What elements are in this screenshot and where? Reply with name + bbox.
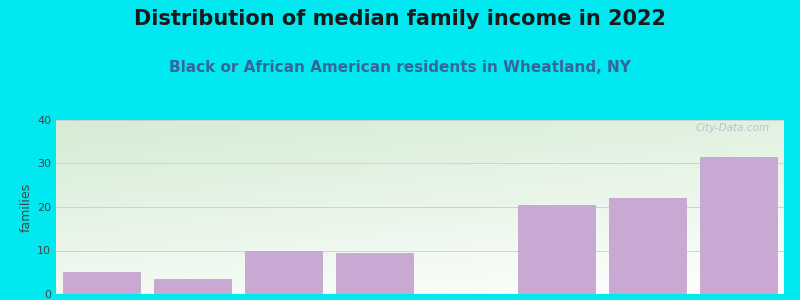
Text: City-Data.com: City-Data.com	[695, 124, 770, 134]
Bar	[518, 205, 595, 294]
Bar	[154, 279, 231, 294]
Bar	[609, 198, 686, 294]
Y-axis label: families: families	[20, 182, 33, 232]
Bar	[336, 253, 413, 294]
Bar	[700, 157, 777, 294]
Text: Black or African American residents in Wheatland, NY: Black or African American residents in W…	[169, 60, 631, 75]
Bar	[63, 272, 140, 294]
Text: Distribution of median family income in 2022: Distribution of median family income in …	[134, 9, 666, 29]
Bar	[245, 250, 322, 294]
